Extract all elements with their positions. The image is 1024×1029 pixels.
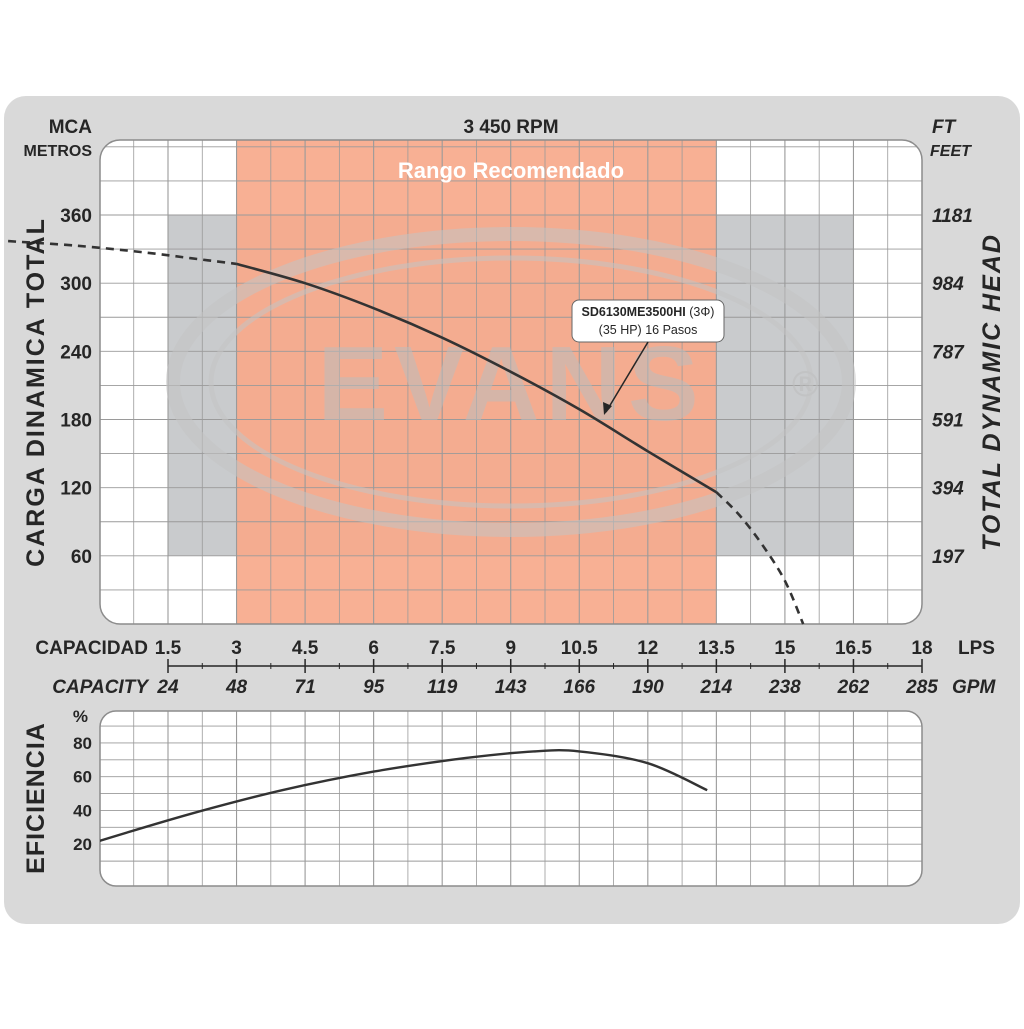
efficiency-y-tick-label: 60	[73, 768, 92, 787]
x-tick-label-gpm: 166	[563, 677, 595, 698]
efficiency-y-tick-label: 20	[73, 835, 92, 854]
head-y-tick-label: 120	[60, 479, 92, 500]
x-tick-label-lps: 6	[368, 638, 379, 659]
x-tick-label-gpm: 214	[700, 677, 733, 698]
annotation-arrowhead	[603, 402, 612, 415]
x-tick-label-lps: 7.5	[429, 638, 456, 659]
head-plot-border	[99, 139, 923, 625]
head-y-axis-title-right: TOTAL DYNAMIC HEAD	[978, 233, 1006, 551]
head-y-tick-label: 240	[60, 342, 92, 363]
x-tick-label-lps: 12	[637, 638, 658, 659]
right-unit-ft: FT	[932, 117, 957, 138]
x-tick-label-gpm: 262	[837, 677, 870, 698]
head-y-tick-label-right: 984	[932, 274, 964, 295]
head-y-tick-label-right: 787	[932, 342, 965, 363]
capacity-label-gpm: CAPACITY	[52, 677, 150, 698]
head-curve	[236, 262, 718, 494]
x-tick-label-lps: 3	[231, 638, 242, 659]
efficiency-plot-border	[99, 710, 923, 887]
head-y-tick-label: 300	[60, 274, 92, 295]
head-curve-extension-1	[8, 239, 237, 266]
watermark-registered-mark: ®	[792, 363, 819, 404]
head-y-tick-label-right: 591	[932, 411, 964, 432]
head-y-tick-label-right: 394	[932, 479, 964, 500]
x-tick-label-gpm: 95	[363, 677, 385, 698]
x-tick-label-gpm: 285	[905, 677, 938, 698]
x-unit-lps: LPS	[958, 638, 995, 659]
x-unit-gpm: GPM	[952, 677, 996, 698]
recommended-range-label: Rango Recomendado	[398, 158, 624, 183]
head-curve-extension-2	[715, 491, 805, 625]
efficiency-unit: %	[73, 707, 88, 726]
head-y-axis-title: CARGA DINAMICA TOTAL	[22, 217, 50, 567]
evans-watermark: EVANS ®	[166, 227, 856, 537]
annotation-phase: (3Φ)	[689, 305, 714, 319]
x-tick-label-lps: 18	[911, 638, 932, 659]
x-tick-label-gpm: 48	[225, 677, 248, 698]
x-tick-label-lps: 1.5	[155, 638, 182, 659]
head-y-tick-label: 180	[60, 411, 92, 432]
x-tick-label-gpm: 119	[427, 677, 458, 698]
head-y-tick-label: 60	[71, 547, 92, 568]
x-tick-label-lps: 16.5	[835, 638, 872, 659]
watermark-text: EVANS	[317, 325, 704, 443]
x-tick-label-gpm: 143	[495, 677, 527, 698]
efficiency-y-axis-title: EFICIENCIA	[22, 722, 50, 874]
x-tick-label-gpm: 238	[768, 677, 801, 698]
head-y-tick-label: 360	[60, 206, 92, 227]
efficiency-y-tick-label: 40	[73, 801, 92, 820]
x-tick-label-lps: 15	[774, 638, 796, 659]
x-tick-label-lps: 4.5	[292, 638, 319, 659]
annotation-arrow	[605, 341, 649, 413]
head-y-tick-label-right: 1181	[932, 206, 973, 227]
curve-annotation: SD6130ME3500HI (3Φ) (35 HP) 16 Pasos	[571, 299, 725, 415]
head-y-tick-label-right: 197	[932, 547, 965, 568]
efficiency-y-tick-label: 80	[73, 734, 92, 753]
right-unit-feet: FEET	[930, 143, 972, 160]
left-unit-mca: MCA	[49, 117, 93, 138]
rpm-title: 3 450 RPM	[463, 117, 558, 138]
x-tick-label-lps: 9	[505, 638, 516, 659]
efficiency-curve	[100, 749, 708, 871]
annotation-model: SD6130ME3500HI	[582, 305, 686, 319]
annotation-model-line: SD6130ME3500HI (3Φ)	[582, 305, 715, 319]
x-tick-label-lps: 10.5	[561, 638, 598, 659]
x-tick-label-gpm: 24	[156, 677, 179, 698]
capacity-label-lps: CAPACIDAD	[35, 638, 148, 659]
x-tick-label-gpm: 190	[632, 677, 664, 698]
annotation-detail: (35 HP) 16 Pasos	[599, 323, 698, 337]
left-unit-metros: METROS	[24, 143, 93, 160]
x-tick-label-lps: 13.5	[698, 638, 735, 659]
x-tick-label-gpm: 71	[295, 677, 316, 698]
